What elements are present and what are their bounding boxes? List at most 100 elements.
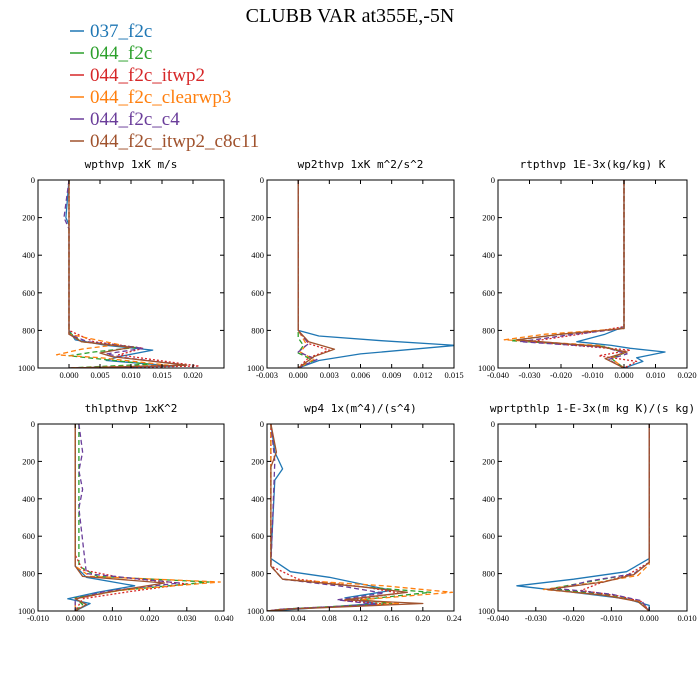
- y-tick-label: 400: [482, 494, 495, 504]
- series-line: [297, 180, 330, 368]
- series-line: [74, 424, 166, 611]
- y-tick-label: 200: [251, 456, 264, 466]
- y-tick-label: 200: [482, 213, 495, 223]
- legend-label: 037_f2c: [90, 21, 152, 42]
- series-line: [516, 180, 628, 368]
- x-tick-label: 0.16: [384, 613, 399, 623]
- chart-panel: wp2thvp 1xK m^2/s^2 0 200 400 600 800 1000-0.0…: [247, 158, 464, 380]
- x-tick-label: 0.20: [415, 613, 430, 623]
- y-tick-label: 600: [22, 288, 35, 298]
- series-line: [519, 180, 628, 368]
- series-line: [576, 180, 666, 368]
- series-line: [68, 180, 188, 368]
- x-tick-label: 0.006: [351, 370, 370, 380]
- y-tick-label: 0: [260, 419, 264, 429]
- series-group: [55, 180, 200, 368]
- x-tick-label: 0.000: [614, 370, 633, 380]
- x-tick-label: 0.010: [677, 613, 696, 623]
- series-line: [63, 180, 188, 368]
- x-tick-label: -0.003: [256, 370, 278, 380]
- x-tick-label: 0.012: [413, 370, 432, 380]
- legend-label: 044_f2c_clearwp3: [90, 87, 231, 108]
- y-tick-label: 600: [22, 531, 35, 541]
- chart-panel: thlpthvp 1xK^2 0 200 400 600 800 1000-0.010 0.0…: [18, 402, 234, 623]
- y-tick-label: 400: [251, 250, 264, 260]
- x-tick-label: 0.010: [121, 370, 140, 380]
- y-tick-label: 200: [482, 456, 495, 466]
- x-tick-label: -0.010: [582, 370, 604, 380]
- y-tick-label: 200: [22, 213, 35, 223]
- x-tick-label: 0.04: [291, 613, 307, 623]
- x-tick-label: 0.015: [444, 370, 463, 380]
- y-tick-label: 0: [260, 175, 264, 185]
- x-tick-label: -0.020: [550, 370, 572, 380]
- series-line: [267, 424, 454, 611]
- series-line: [74, 424, 210, 611]
- x-tick-label: 0.020: [140, 613, 159, 623]
- x-tick-label: 0.005: [90, 370, 109, 380]
- series-line: [67, 424, 136, 611]
- x-tick-label: 0.000: [289, 370, 308, 380]
- y-tick-label: 0: [31, 175, 35, 185]
- x-tick-label: 0.030: [177, 613, 196, 623]
- series-line: [546, 424, 650, 611]
- y-tick-label: 200: [22, 456, 35, 466]
- x-tick-label: 0.00: [260, 613, 275, 623]
- panel-title: thlpthvp 1xK^2: [85, 402, 178, 415]
- y-tick-label: 800: [482, 325, 495, 335]
- series-line: [74, 424, 221, 611]
- legend-label: 044_f2c_c4: [90, 109, 180, 130]
- y-tick-label: 1000: [247, 363, 264, 373]
- legend-label: 044_f2c_itwp2_c8c11: [90, 131, 259, 152]
- y-tick-label: 0: [491, 175, 495, 185]
- y-tick-label: 0: [491, 419, 495, 429]
- series-line: [509, 180, 625, 368]
- series-group: [67, 424, 221, 611]
- legend-item: 037_f2c: [70, 21, 152, 42]
- series-line: [55, 180, 169, 368]
- x-tick-label: -0.020: [563, 613, 585, 623]
- x-tick-label: -0.010: [600, 613, 622, 623]
- y-tick-label: 800: [22, 569, 35, 579]
- figure-title: CLUBB VAR at355E,-5N: [246, 5, 455, 27]
- x-tick-label: 0.003: [320, 370, 339, 380]
- series-line: [516, 424, 650, 611]
- x-tick-label: 0.000: [640, 613, 659, 623]
- x-tick-label: -0.040: [487, 613, 509, 623]
- y-tick-label: 1000: [18, 606, 35, 616]
- x-tick-label: -0.010: [27, 613, 49, 623]
- panel-title: rtpthvp 1E-3x(kg/kg) K: [520, 158, 666, 171]
- legend-label: 044_f2c_itwp2: [90, 65, 205, 86]
- y-tick-label: 600: [482, 531, 495, 541]
- x-tick-label: 0.020: [677, 370, 696, 380]
- panel-title: wp4 1x(m^4)/(s^4): [304, 402, 417, 415]
- plot-frame: [266, 179, 455, 369]
- series-line: [297, 180, 315, 368]
- x-tick-label: 0.015: [152, 370, 171, 380]
- x-tick-label: 0.010: [103, 613, 122, 623]
- series-line: [68, 180, 151, 368]
- x-tick-label: 0.08: [322, 613, 337, 623]
- series-line: [267, 424, 393, 611]
- panel-title: wpthvp 1xK m/s: [85, 158, 178, 171]
- y-tick-label: 800: [251, 569, 264, 579]
- series-line: [68, 180, 200, 368]
- panel-title: wprtpthlp 1-E-3x(m kg K)/(s kg): [490, 402, 695, 415]
- plot-frame: [266, 423, 455, 612]
- x-tick-label: 0.000: [66, 613, 85, 623]
- y-tick-label: 1000: [478, 363, 495, 373]
- legend-item: 044_f2c: [70, 43, 152, 64]
- series-group: [503, 180, 666, 368]
- y-tick-label: 200: [251, 213, 264, 223]
- plot-frame: [497, 423, 688, 612]
- series-line: [297, 180, 336, 368]
- y-tick-label: 600: [251, 288, 264, 298]
- x-tick-label: 0.040: [214, 613, 233, 623]
- chart-panel: wprtpthlp 1-E-3x(m kg K)/(s kg) 0 200 400 60…: [478, 402, 697, 623]
- legend-item: 044_f2c_clearwp3: [70, 87, 231, 108]
- y-tick-label: 800: [251, 325, 264, 335]
- y-tick-label: 800: [482, 569, 495, 579]
